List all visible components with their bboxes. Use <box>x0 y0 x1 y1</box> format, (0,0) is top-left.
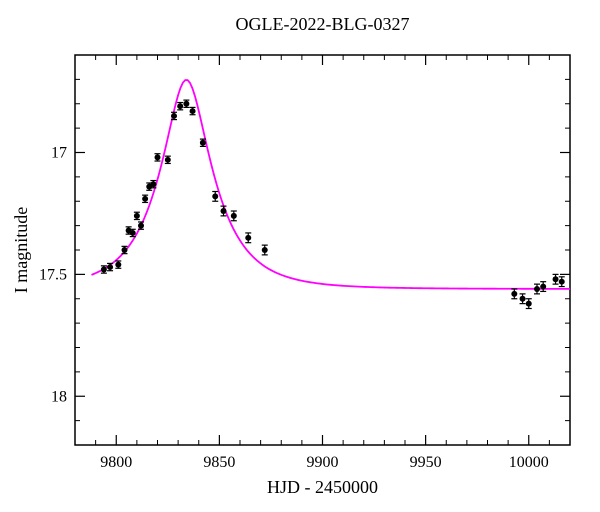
x-axis-label: HJD - 2450000 <box>267 477 378 497</box>
x-tick-label: 10000 <box>509 454 549 471</box>
x-tick-label: 9800 <box>100 454 132 471</box>
data-point <box>520 296 526 302</box>
data-point <box>526 301 532 307</box>
y-tick-label: 17.5 <box>39 266 67 283</box>
data-point <box>534 286 540 292</box>
data-point <box>155 154 161 160</box>
x-tick-label: 9900 <box>307 454 339 471</box>
data-point <box>262 247 268 253</box>
chart-title: OGLE-2022-BLG-0327 <box>236 14 410 34</box>
y-tick-label: 18 <box>51 388 67 405</box>
data-point <box>165 157 171 163</box>
data-point <box>134 213 140 219</box>
data-point <box>231 213 237 219</box>
x-tick-label: 9950 <box>410 454 442 471</box>
data-point <box>200 140 206 146</box>
data-point <box>142 196 148 202</box>
data-point <box>150 181 156 187</box>
x-tick-label: 9850 <box>203 454 235 471</box>
data-point <box>190 108 196 114</box>
y-tick-label: 17 <box>51 145 67 162</box>
data-point <box>107 264 113 270</box>
data-point <box>212 193 218 199</box>
data-point <box>559 279 565 285</box>
lightcurve-chart: OGLE-2022-BLG-0327 HJD - 2450000 I magnitu… <box>0 0 600 512</box>
data-point <box>138 223 144 229</box>
data-point <box>245 235 251 241</box>
data-point <box>177 103 183 109</box>
chart-svg: OGLE-2022-BLG-0327 HJD - 2450000 I magnitu… <box>0 0 600 512</box>
y-axis-label: I magnitude <box>11 207 31 293</box>
data-point <box>130 230 136 236</box>
data-point <box>101 267 107 273</box>
data-point <box>122 247 128 253</box>
data-point <box>553 276 559 282</box>
data-point <box>171 113 177 119</box>
data-point <box>511 291 517 297</box>
data-point <box>115 262 121 268</box>
data-point <box>540 284 546 290</box>
data-point <box>221 208 227 214</box>
data-point <box>183 101 189 107</box>
